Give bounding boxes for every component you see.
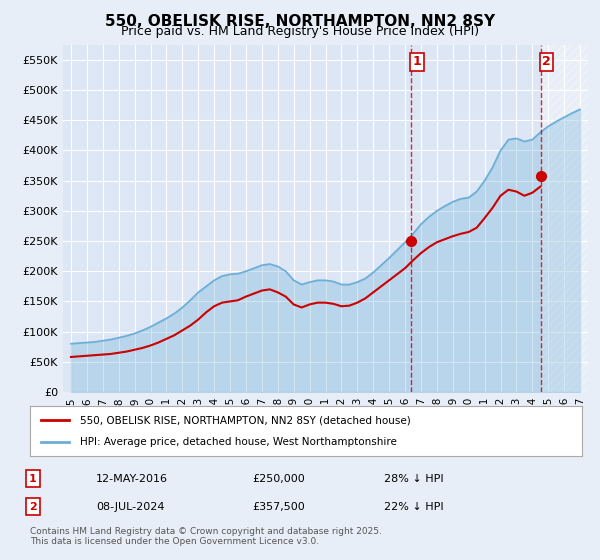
Text: Price paid vs. HM Land Registry's House Price Index (HPI): Price paid vs. HM Land Registry's House … — [121, 25, 479, 38]
Text: 2: 2 — [542, 55, 551, 68]
Text: £357,500: £357,500 — [252, 502, 305, 512]
Text: 28% ↓ HPI: 28% ↓ HPI — [384, 474, 443, 484]
Text: £250,000: £250,000 — [252, 474, 305, 484]
Text: 08-JUL-2024: 08-JUL-2024 — [96, 502, 164, 512]
Text: 12-MAY-2016: 12-MAY-2016 — [96, 474, 168, 484]
Text: 1: 1 — [412, 55, 421, 68]
Text: 22% ↓ HPI: 22% ↓ HPI — [384, 502, 443, 512]
Text: Contains HM Land Registry data © Crown copyright and database right 2025.
This d: Contains HM Land Registry data © Crown c… — [30, 526, 382, 546]
Text: 550, OBELISK RISE, NORTHAMPTON, NN2 8SY: 550, OBELISK RISE, NORTHAMPTON, NN2 8SY — [105, 14, 495, 29]
Text: 550, OBELISK RISE, NORTHAMPTON, NN2 8SY (detached house): 550, OBELISK RISE, NORTHAMPTON, NN2 8SY … — [80, 415, 410, 425]
Text: HPI: Average price, detached house, West Northamptonshire: HPI: Average price, detached house, West… — [80, 437, 397, 447]
Text: 1: 1 — [29, 474, 37, 484]
Text: 2: 2 — [29, 502, 37, 512]
